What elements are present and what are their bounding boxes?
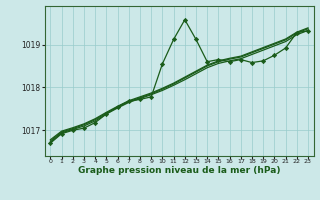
X-axis label: Graphe pression niveau de la mer (hPa): Graphe pression niveau de la mer (hPa)	[78, 166, 280, 175]
